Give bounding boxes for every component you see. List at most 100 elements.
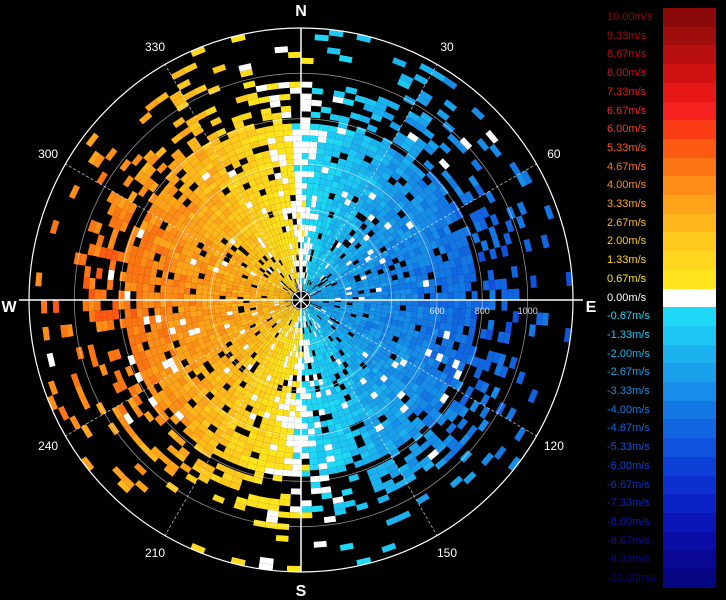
velocity-cell <box>283 463 293 471</box>
velocity-cell <box>423 258 432 267</box>
velocity-cell <box>341 488 353 497</box>
velocity-cell <box>303 321 306 328</box>
velocity-cell <box>316 301 323 304</box>
velocity-cell <box>225 288 233 293</box>
velocity-cell <box>162 396 173 408</box>
velocity-cell <box>162 192 173 204</box>
velocity-cell <box>334 295 341 299</box>
velocity-cell <box>201 171 212 182</box>
velocity-cell <box>311 268 315 275</box>
velocity-cell <box>376 400 386 410</box>
velocity-cell <box>354 94 367 104</box>
velocity-cell <box>268 287 275 292</box>
velocity-cell <box>286 311 291 317</box>
velocity-cell <box>261 301 268 305</box>
velocity-cell <box>369 284 376 290</box>
velocity-cell <box>100 310 108 321</box>
velocity-cell <box>166 233 176 243</box>
velocity-cell <box>259 234 267 242</box>
velocity-cell <box>193 428 205 439</box>
velocity-cell <box>222 208 231 218</box>
velocity-cell <box>225 266 232 273</box>
velocity-cell <box>327 424 336 433</box>
velocity-cell <box>263 246 270 254</box>
velocity-cell <box>199 236 208 245</box>
velocity-cell <box>304 369 309 376</box>
velocity-cell <box>434 457 448 470</box>
velocity-cell <box>223 270 231 277</box>
velocity-cell <box>357 146 368 155</box>
velocity-cell <box>320 287 327 292</box>
velocity-cell <box>136 228 145 239</box>
velocity-cell <box>497 353 507 366</box>
velocity-cell <box>419 90 433 102</box>
velocity-cell <box>286 283 291 289</box>
velocity-cell <box>280 305 287 309</box>
velocity-cell <box>291 307 296 313</box>
velocity-cell <box>308 290 314 295</box>
velocity-cell <box>312 285 318 290</box>
velocity-cell <box>342 165 352 174</box>
velocity-cell <box>301 129 310 136</box>
velocity-cell <box>398 463 411 474</box>
velocity-cell <box>392 368 401 378</box>
velocity-cell <box>267 294 274 298</box>
velocity-cell <box>371 225 380 234</box>
velocity-cell <box>197 438 208 449</box>
velocity-cell <box>169 242 178 252</box>
velocity-cell <box>243 168 253 177</box>
velocity-cell <box>431 359 441 370</box>
velocity-cell <box>407 177 418 188</box>
velocity-cell <box>265 315 272 320</box>
azimuth-spoke <box>300 64 438 301</box>
velocity-cell <box>423 364 432 374</box>
velocity-cell <box>270 437 279 446</box>
velocity-cell <box>346 304 353 309</box>
velocity-cell <box>256 310 264 315</box>
velocity-cell <box>256 252 263 260</box>
velocity-cell <box>285 303 292 306</box>
velocity-cell <box>463 245 472 256</box>
velocity-cell <box>331 392 339 401</box>
velocity-cell <box>319 227 325 234</box>
velocity-cell <box>280 421 289 429</box>
velocity-cell <box>347 378 356 386</box>
velocity-cell <box>287 268 291 275</box>
velocity-cell <box>88 300 95 312</box>
velocity-cell <box>350 383 359 392</box>
velocity-cell <box>294 182 301 189</box>
velocity-cell <box>308 306 313 312</box>
velocity-cell <box>82 300 89 312</box>
velocity-cell <box>193 345 202 354</box>
colorbar-label: -7.33m/s <box>607 497 650 510</box>
velocity-cell <box>252 476 263 485</box>
velocity-cell <box>213 217 223 226</box>
velocity-cell <box>268 307 275 311</box>
velocity-cell <box>421 339 430 349</box>
velocity-cell <box>85 132 99 148</box>
velocity-cell <box>295 345 299 352</box>
velocity-cell <box>268 319 275 325</box>
velocity-cell <box>348 473 360 483</box>
velocity-cell <box>338 285 346 290</box>
velocity-cell <box>347 173 356 183</box>
velocity-cell <box>233 331 241 338</box>
velocity-cell <box>189 334 198 342</box>
velocity-cell <box>244 148 254 158</box>
velocity-cell <box>323 280 330 285</box>
velocity-cell <box>311 505 324 513</box>
velocity-cell <box>394 438 405 449</box>
velocity-cell <box>310 392 317 399</box>
velocity-cell <box>274 325 280 331</box>
velocity-cell <box>421 236 430 246</box>
velocity-cell <box>130 282 138 292</box>
velocity-cell <box>371 270 379 277</box>
velocity-cell <box>258 250 265 258</box>
velocity-cell <box>240 317 248 323</box>
colorbar-label: -2.00m/s <box>607 347 650 360</box>
velocity-cell <box>393 330 402 338</box>
velocity-cell <box>459 194 470 206</box>
velocity-cell <box>336 163 345 172</box>
velocity-cell <box>47 395 58 411</box>
velocity-cell <box>108 259 117 271</box>
